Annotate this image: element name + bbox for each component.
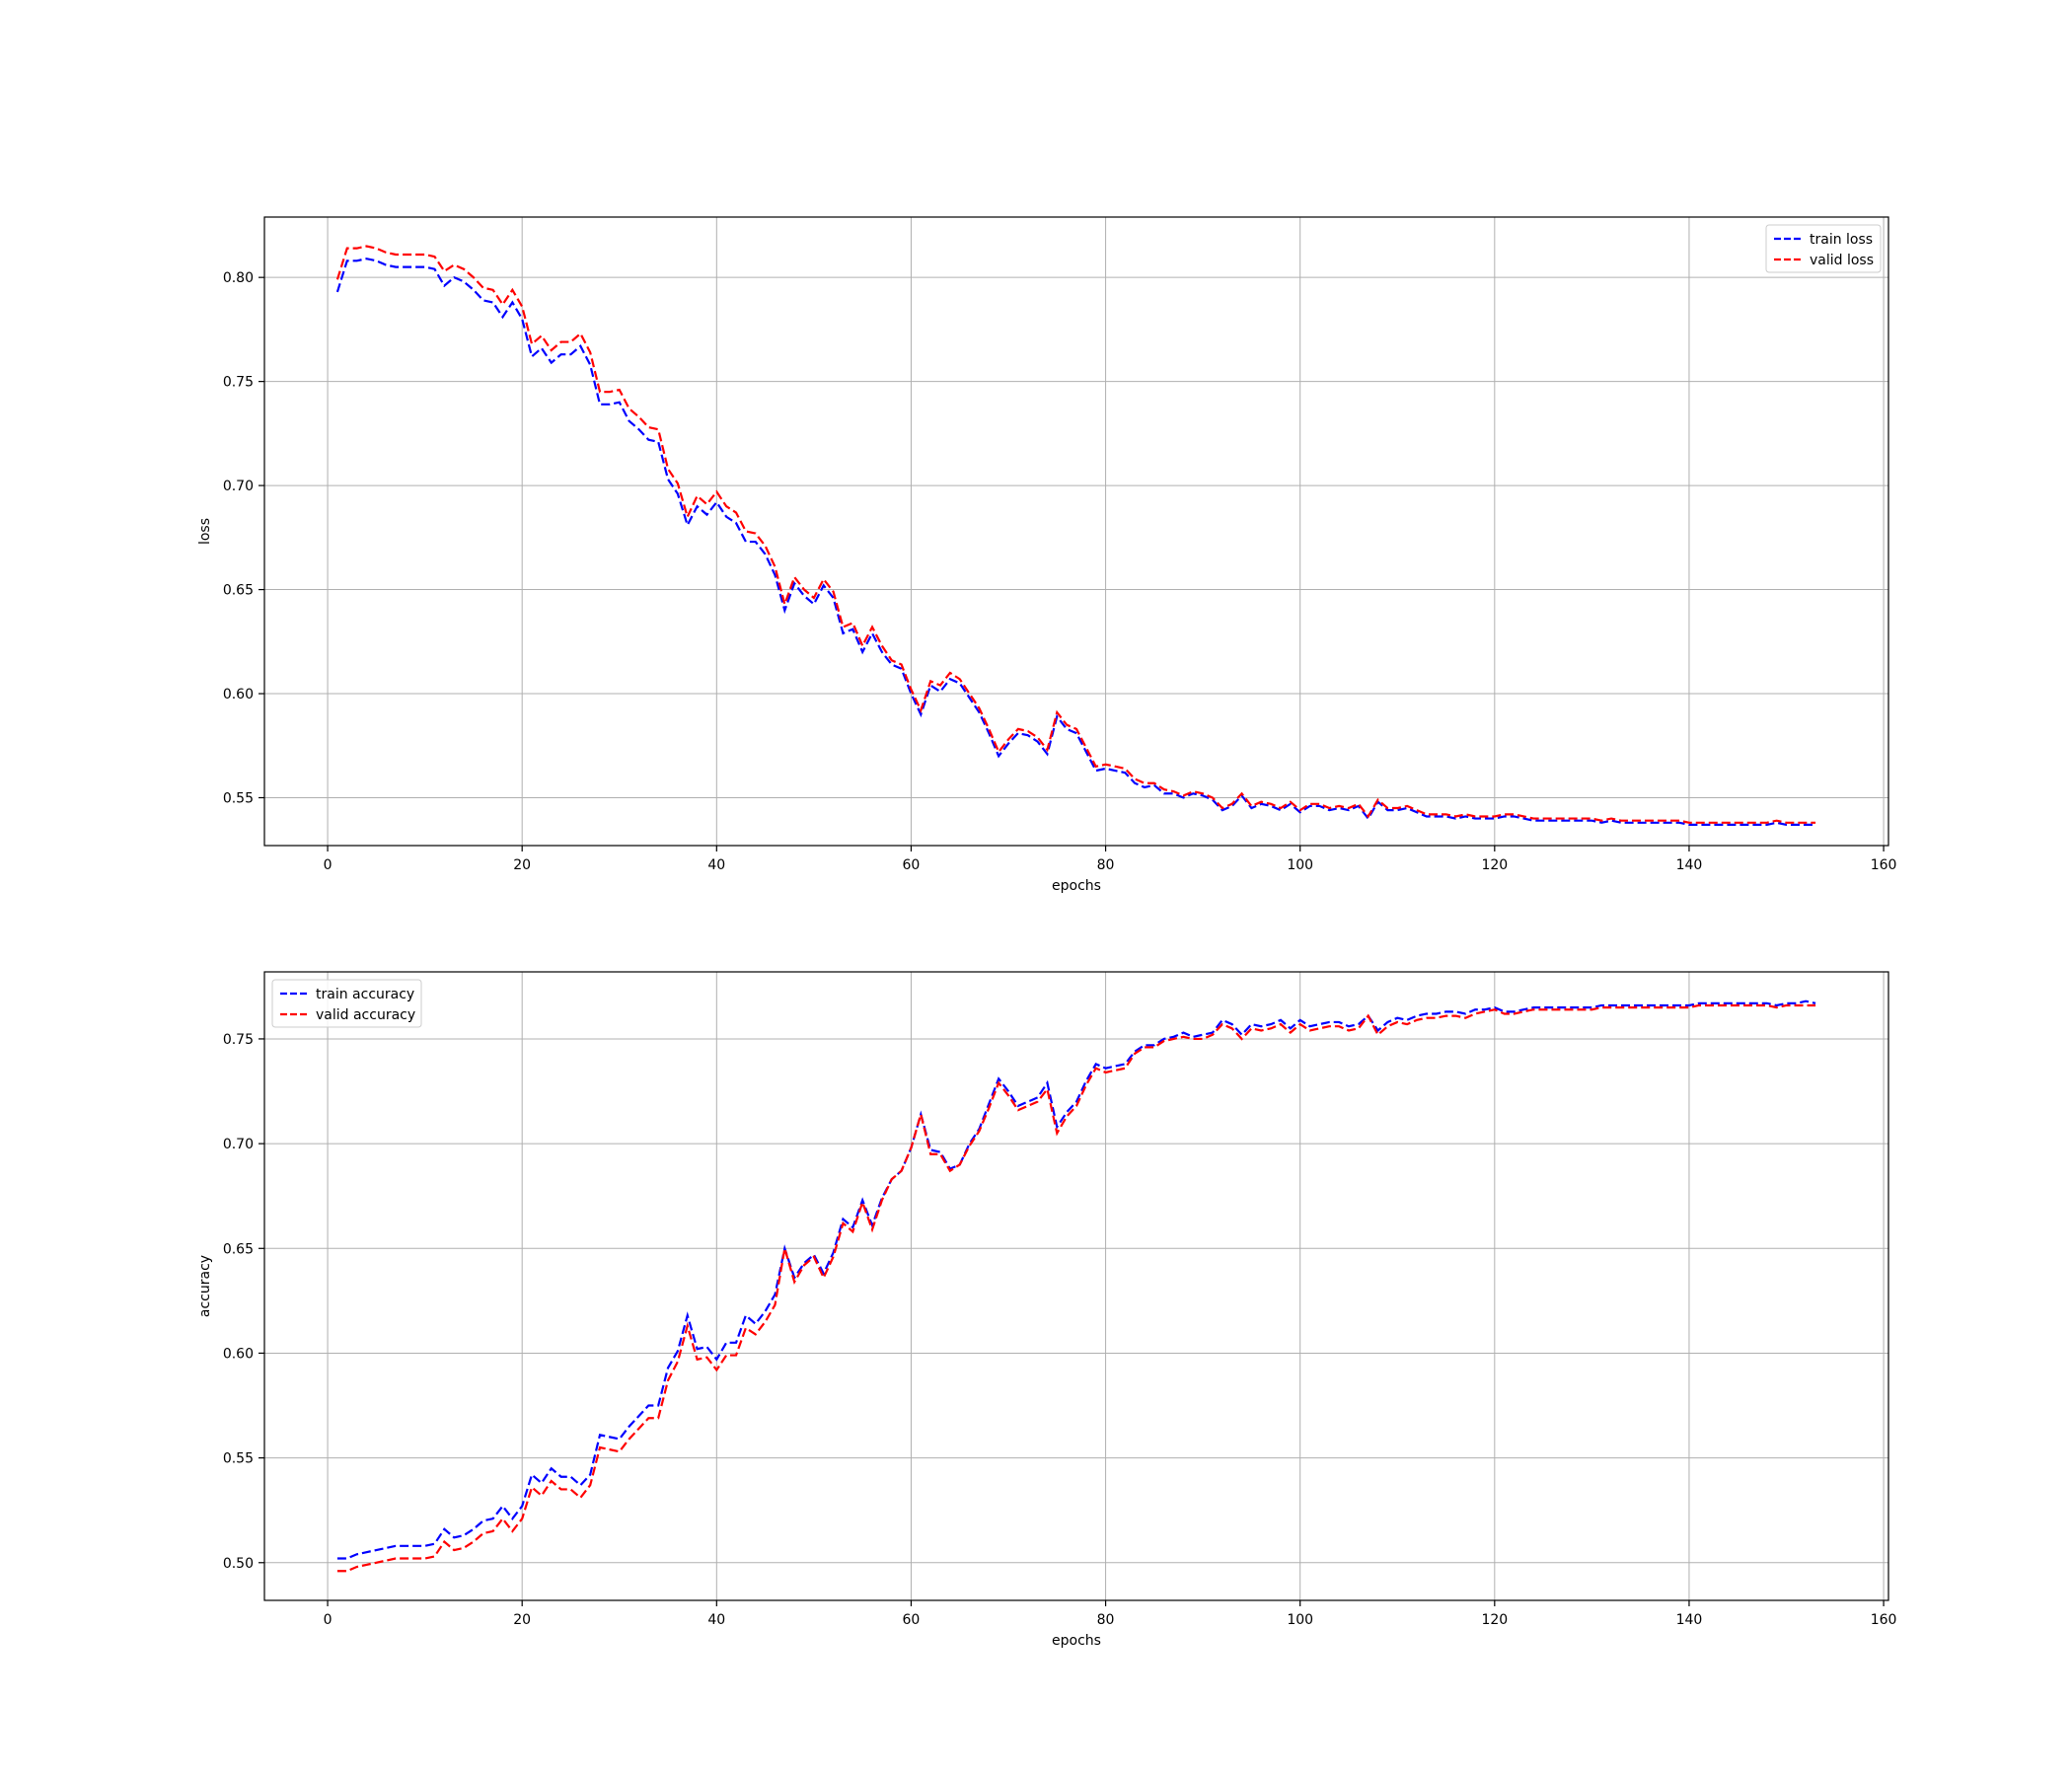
accuracy-legend: train accuracy valid accuracy (271, 979, 422, 1028)
loss-y-tick-label: 0.55 (223, 790, 254, 806)
legend-label-valid-accuracy: valid accuracy (316, 1007, 415, 1023)
loss-x-tick-label: 120 (1481, 857, 1508, 873)
accuracy-x-tick-label: 120 (1481, 1612, 1508, 1628)
loss-grid (264, 217, 1888, 846)
accuracy-x-tick-label: 60 (903, 1612, 921, 1628)
loss-x-axis-label: epochs (1052, 878, 1101, 894)
loss-x-tick-label: 60 (903, 857, 921, 873)
accuracy-y-tick-label: 0.70 (223, 1137, 254, 1152)
series-line-valid-accuracy (336, 1003, 1816, 1573)
loss-x-tick-label: 0 (324, 857, 333, 873)
accuracy-y-tick-label: 0.50 (223, 1556, 254, 1572)
loss-x-tick-label: 40 (707, 857, 725, 873)
loss-y-ticks: 0.55 0.60 0.65 0.70 0.75 0.80 (223, 270, 264, 806)
accuracy-x-tick-label: 100 (1287, 1612, 1313, 1628)
loss-series-group (335, 245, 1816, 827)
accuracy-y-axis-label: accuracy (197, 1255, 213, 1317)
accuracy-series-group (336, 999, 1816, 1573)
series-line-train-loss (335, 258, 1816, 827)
loss-x-tick-label: 20 (513, 857, 531, 873)
accuracy-x-tick-label: 20 (513, 1612, 531, 1628)
accuracy-y-tick-label: 0.65 (223, 1241, 254, 1257)
loss-y-tick-label: 0.70 (223, 479, 254, 494)
loss-chart: 0 20 40 60 80 100 120 140 160 0.550.600.650.700.… (197, 216, 1897, 894)
loss-x-ticks: 0 20 40 60 80 100 120 140 160 (324, 846, 1897, 873)
loss-y-tick-label: 0.75 (223, 375, 254, 391)
loss-legend: train loss valid loss (1765, 224, 1882, 273)
loss-x-tick-label: 80 (1097, 857, 1115, 873)
series-line-train-accuracy (336, 999, 1816, 1560)
accuracy-x-ticks: 0 20 40 60 80 100 120 140 160 (324, 1600, 1897, 1628)
loss-x-tick-label: 160 (1871, 857, 1897, 873)
accuracy-grid (264, 972, 1888, 1600)
accuracy-y-tick-label: 0.55 (223, 1451, 254, 1467)
loss-plot-frame (263, 216, 1889, 847)
legend-label-valid-loss: valid loss (1810, 253, 1874, 268)
loss-y-axis-label: loss (197, 518, 213, 545)
loss-y-tick-label: 0.80 (223, 270, 254, 286)
accuracy-y-ticks: 0.50 0.55 0.60 0.65 0.70 0.75 (223, 1032, 264, 1572)
series-line-valid-loss (335, 245, 1816, 824)
loss-y-tick-label: 0.60 (223, 687, 254, 703)
loss-y-tick-label: 0.65 (223, 583, 254, 599)
legend-label-train-accuracy: train accuracy (316, 987, 414, 1002)
accuracy-x-tick-label: 80 (1097, 1612, 1115, 1628)
accuracy-x-tick-label: 40 (707, 1612, 725, 1628)
accuracy-x-tick-label: 0 (324, 1612, 333, 1628)
accuracy-legend-box (271, 979, 422, 1028)
accuracy-x-tick-label: 160 (1871, 1612, 1897, 1628)
loss-x-tick-label: 140 (1676, 857, 1703, 873)
accuracy-chart: 0 20 40 60 80 100 120 140 160 0.500.550.600.650.… (197, 971, 1897, 1649)
legend-label-train-loss: train loss (1810, 232, 1873, 248)
accuracy-x-axis-label: epochs (1052, 1633, 1101, 1649)
accuracy-y-tick-label: 0.60 (223, 1346, 254, 1362)
accuracy-x-tick-label: 140 (1676, 1612, 1703, 1628)
accuracy-y-tick-label: 0.75 (223, 1032, 254, 1048)
loss-x-tick-label: 100 (1287, 857, 1313, 873)
accuracy-plot-frame (263, 971, 1889, 1601)
